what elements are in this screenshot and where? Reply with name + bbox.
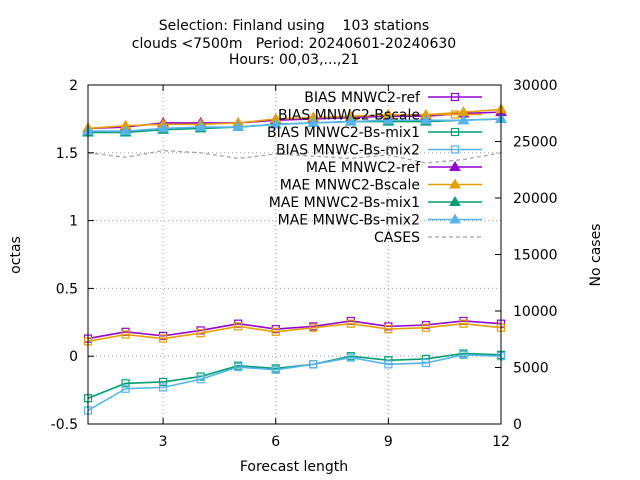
- x-tick-label: 9: [384, 434, 393, 450]
- y-tick-label: 1.5: [56, 146, 78, 162]
- data-point: [269, 118, 282, 129]
- legend-swatch-marker: [450, 127, 460, 137]
- data-point: [234, 322, 243, 331]
- y2-tick-label: 0: [513, 417, 522, 433]
- y2-tick-label: 5000: [513, 361, 549, 377]
- data-point: [121, 379, 130, 388]
- legend-label: CASES: [374, 230, 420, 246]
- data-point: [271, 327, 280, 336]
- series-line: [87, 149, 502, 164]
- series-cases: [87, 149, 502, 164]
- data-point: [158, 377, 168, 387]
- y-axis-label: octas: [8, 236, 24, 274]
- data-point: [271, 365, 280, 374]
- legend-swatch-marker: [450, 145, 460, 154]
- y-tick-label: 2: [69, 78, 78, 94]
- series-line: [87, 111, 502, 130]
- axes: 3 6 9 12 -0.5 0 0.5 1 1.5 2 0 5000 10000 15000 20000 25…: [51, 78, 558, 450]
- data-point: [344, 115, 357, 126]
- data-point: [158, 383, 168, 392]
- series-line: [87, 322, 502, 343]
- series-line: [88, 118, 502, 132]
- series-bias-mnwc2-bs-mix1: [83, 349, 506, 403]
- data-point: [309, 323, 318, 332]
- data-point: [346, 319, 355, 328]
- series-line: [87, 354, 502, 412]
- x-axis-label: Forecast length: [240, 459, 348, 475]
- data-point: [457, 114, 470, 125]
- y-tick-label: 1: [69, 214, 78, 230]
- x-tick-label: 12: [492, 434, 510, 450]
- legend-item: MAE MNWC2-ref: [306, 160, 482, 176]
- y-tick-label: 0: [69, 349, 78, 365]
- data-point: [384, 324, 393, 334]
- data-point: [459, 350, 468, 359]
- data-point: [157, 122, 169, 133]
- y2-axis-label: No cases: [588, 224, 604, 287]
- legend-item: BIAS MNWC2-ref: [304, 90, 482, 106]
- data-point: [121, 330, 130, 339]
- data-point: [119, 125, 132, 136]
- legend-swatch-marker: [449, 161, 461, 171]
- x-tick-label: 6: [271, 434, 280, 450]
- legend-label: BIAS MNWC2-ref: [304, 90, 421, 106]
- legend-label: BIAS MNWC2-Bscale: [278, 108, 420, 124]
- title-line-2: clouds <7500m Period: 20240601-20240630: [132, 36, 456, 52]
- data-point: [421, 323, 431, 332]
- title-line-1: Selection: Finland using 103 stations: [159, 18, 429, 34]
- data-point: [309, 360, 318, 369]
- y-tick-label: 0.5: [56, 281, 78, 297]
- legend-swatch-marker: [450, 92, 460, 102]
- y2-tick-label: 20000: [513, 191, 558, 207]
- legend-label: MAE MNWC2-ref: [306, 160, 421, 176]
- legend-item: MAE MNWC2-Bscale: [280, 178, 482, 194]
- data-point: [382, 114, 395, 125]
- legend-label: MAE MNWC-Bs-mix2: [278, 213, 420, 229]
- data-point: [232, 121, 245, 132]
- legend-swatch-marker: [449, 178, 461, 189]
- title-line-3: Hours: 00,03,...,21: [229, 52, 359, 68]
- y2-tick-label: 15000: [513, 248, 558, 264]
- legend-item: BIAS MNWC-Bs-mix2: [276, 143, 482, 159]
- data-point: [307, 116, 320, 127]
- legend-item: BIAS MNWC2-Bs-mix1: [267, 125, 482, 141]
- legend-label: MAE MNWC2-Bscale: [280, 178, 420, 194]
- legend-swatch-marker: [449, 196, 461, 206]
- legend-swatch-marker: [450, 110, 460, 119]
- data-point: [384, 360, 393, 369]
- data-point: [346, 353, 355, 362]
- grid: [88, 85, 501, 424]
- data-point: [194, 121, 207, 132]
- y2-tick-label: 30000: [513, 78, 558, 94]
- data-point: [196, 329, 205, 338]
- legend-label: BIAS MNWC-Bs-mix2: [276, 143, 420, 159]
- legend-item: MAE MNWC2-Bs-mix1: [269, 195, 482, 211]
- data-point: [234, 362, 243, 372]
- y-tick-label: -0.5: [51, 417, 78, 433]
- y2-tick-label: 25000: [513, 135, 558, 151]
- x-tick-label: 3: [159, 434, 168, 450]
- y2-tick-label: 10000: [513, 304, 558, 320]
- legend-item: MAE MNWC-Bs-mix2: [278, 213, 482, 229]
- data-point: [121, 384, 130, 393]
- legend-item: BIAS MNWC2-Bscale: [278, 108, 482, 124]
- data-point: [421, 358, 431, 368]
- legend-label: MAE MNWC2-Bs-mix1: [269, 195, 420, 211]
- data-point: [158, 334, 168, 343]
- series-bias-mnwc-bs-mix2: [83, 350, 506, 415]
- chart-title: Selection: Finland using 103 stations cl…: [132, 18, 456, 68]
- data-point: [420, 114, 432, 125]
- legend-item: CASES: [374, 230, 482, 246]
- data-point: [459, 319, 468, 328]
- legend-label: BIAS MNWC2-Bs-mix1: [267, 125, 420, 141]
- legend-swatch-marker: [449, 213, 461, 224]
- data-point: [196, 375, 205, 384]
- series-line: [87, 320, 502, 340]
